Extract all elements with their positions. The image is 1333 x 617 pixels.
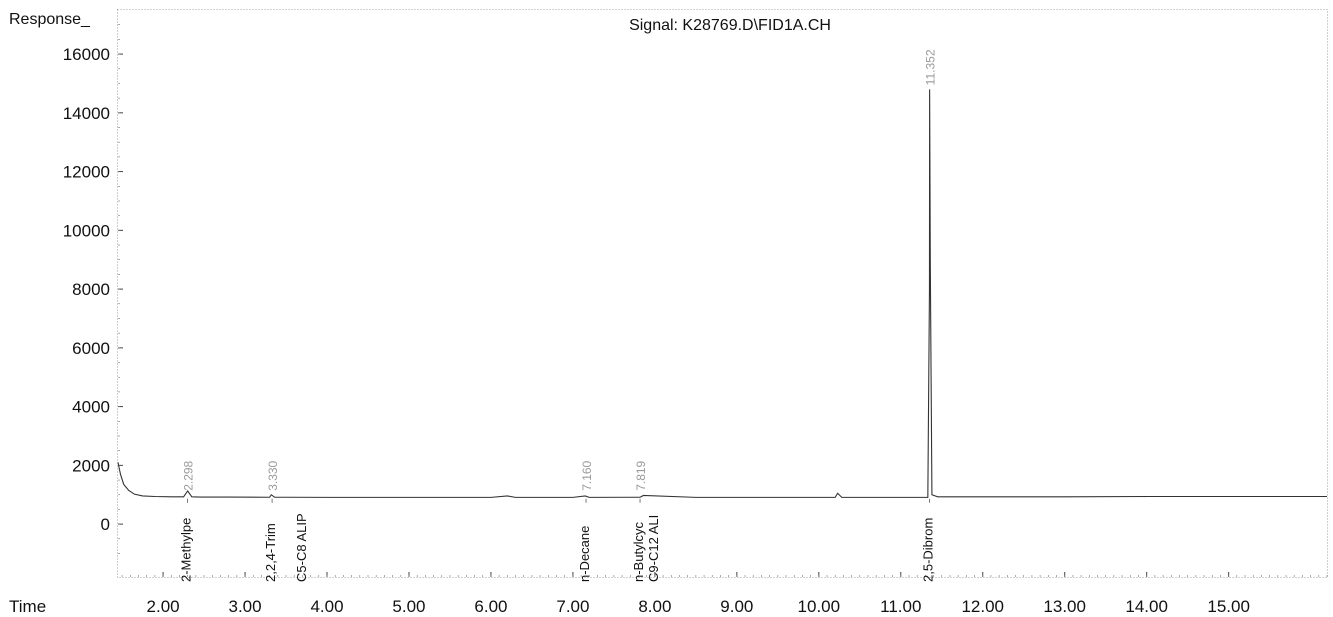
chart-title: Signal: K28769.D\FID1A.CH: [629, 17, 831, 34]
x-tick-label: 10.00: [798, 597, 841, 616]
x-tick-label: 6.00: [474, 597, 507, 616]
range-label: C5-C8 ALIP: [294, 513, 309, 582]
x-tick-label: 11.00: [880, 597, 921, 616]
x-tick-label: 8.00: [638, 597, 671, 616]
x-tick-label: 14.00: [1125, 597, 1168, 616]
x-tick-label: 5.00: [392, 597, 425, 616]
y-tick-label: 10000: [63, 221, 110, 240]
y-tick-label: 16000: [63, 45, 110, 64]
x-tick-label: 13.00: [1043, 597, 1086, 616]
peak-compound-label: 2,5-Dibrom: [921, 518, 936, 582]
y-tick-label: 14000: [63, 104, 110, 123]
y-tick-label: 12000: [63, 163, 110, 182]
x-tick-label: 12.00: [961, 597, 1004, 616]
y-axis-label: Response_: [9, 11, 91, 28]
y-tick-label: 8000: [72, 280, 110, 299]
y-tick-label: 4000: [72, 398, 110, 417]
x-tick-label: 3.00: [229, 597, 262, 616]
plot-frame: [117, 9, 1328, 578]
peak-compound-label: 2-Methylpe: [179, 518, 194, 582]
range-label: C9-C12 ALI: [646, 515, 661, 582]
x-tick-label: 15.00: [1207, 597, 1250, 616]
x-tick-label: 2.00: [147, 597, 180, 616]
peak-compound-label: 2,2,4-Trim: [263, 523, 278, 582]
y-tick-label: 0: [101, 515, 110, 534]
x-tick-label: 4.00: [310, 597, 343, 616]
peak-compound-label: n-Decane: [577, 526, 592, 582]
peak-retention-time: 11.352: [924, 49, 938, 85]
peak-compound-label: n-Butylcyc: [631, 522, 646, 582]
peak-retention-time: 2.298: [182, 460, 196, 490]
x-axis-label: Time: [9, 597, 46, 616]
x-tick-label: 7.00: [556, 597, 589, 616]
peak-retention-time: 7.160: [580, 460, 594, 490]
peak-retention-time: 7.819: [634, 460, 648, 490]
signal-trace: [117, 89, 1327, 498]
y-tick-label: 2000: [72, 456, 110, 475]
y-tick-label: 6000: [72, 339, 110, 358]
x-tick-label: 9.00: [720, 597, 753, 616]
peak-retention-time: 3.330: [266, 460, 280, 490]
